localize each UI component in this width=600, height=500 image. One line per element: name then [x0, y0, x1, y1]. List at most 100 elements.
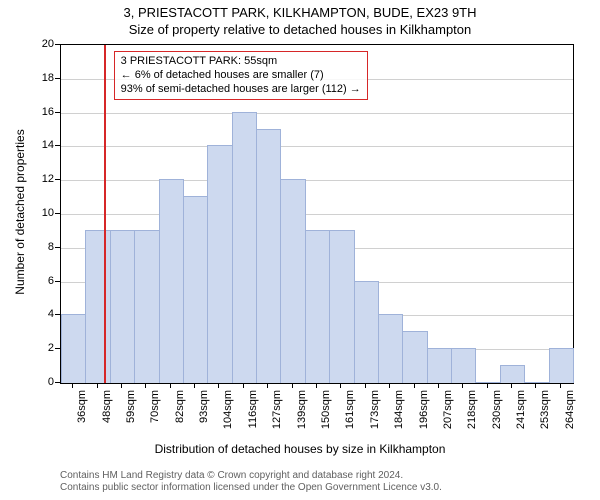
x-tick-label: 139sqm: [296, 390, 308, 440]
y-tick-label: 16: [0, 106, 54, 118]
x-axis-label: Distribution of detached houses by size …: [0, 442, 600, 456]
y-tick-label: 18: [0, 72, 54, 84]
y-tick-mark: [55, 44, 60, 45]
histogram-bar: [378, 314, 403, 383]
annotation-line: ← 6% of detached houses are smaller (7): [121, 69, 361, 83]
histogram-bar: [500, 365, 525, 383]
histogram-bar: [183, 196, 208, 383]
x-tick-mark: [72, 383, 73, 388]
histogram-bar: [451, 348, 476, 383]
histogram-bar: [475, 382, 500, 383]
y-tick-mark: [55, 281, 60, 282]
x-tick-mark: [218, 383, 219, 388]
y-tick-label: 0: [0, 376, 54, 388]
y-tick-mark: [55, 78, 60, 79]
histogram-bar: [61, 314, 86, 383]
y-tick-mark: [55, 112, 60, 113]
chart-title: 3, PRIESTACOTT PARK, KILKHAMPTON, BUDE, …: [0, 5, 600, 20]
x-tick-label: 127sqm: [271, 390, 283, 440]
y-tick-mark: [55, 145, 60, 146]
caption-line-1: Contains HM Land Registry data © Crown c…: [60, 470, 442, 482]
y-tick-label: 12: [0, 173, 54, 185]
y-tick-label: 2: [0, 342, 54, 354]
histogram-bar: [354, 281, 379, 383]
histogram-bar: [256, 129, 281, 384]
x-tick-mark: [292, 383, 293, 388]
x-tick-label: 253sqm: [539, 390, 551, 440]
x-tick-mark: [535, 383, 536, 388]
y-axis-label: Number of detached properties: [13, 112, 27, 312]
x-tick-label: 264sqm: [564, 390, 576, 440]
x-tick-label: 230sqm: [491, 390, 503, 440]
x-tick-label: 173sqm: [369, 390, 381, 440]
x-tick-mark: [560, 383, 561, 388]
y-tick-label: 8: [0, 241, 54, 253]
x-tick-label: 82sqm: [174, 390, 186, 440]
x-tick-label: 241sqm: [515, 390, 527, 440]
x-tick-label: 70sqm: [149, 390, 161, 440]
histogram-bar: [524, 382, 549, 383]
x-tick-mark: [170, 383, 171, 388]
grid-line: [61, 214, 573, 215]
x-tick-label: 196sqm: [418, 390, 430, 440]
x-tick-mark: [414, 383, 415, 388]
y-tick-label: 4: [0, 308, 54, 320]
x-tick-mark: [243, 383, 244, 388]
x-tick-mark: [438, 383, 439, 388]
histogram-bar: [402, 331, 427, 383]
x-tick-mark: [487, 383, 488, 388]
x-tick-mark: [194, 383, 195, 388]
x-tick-label: 104sqm: [222, 390, 234, 440]
x-tick-mark: [340, 383, 341, 388]
x-tick-label: 218sqm: [466, 390, 478, 440]
plot-area: 3 PRIESTACOTT PARK: 55sqm← 6% of detache…: [60, 44, 574, 384]
x-tick-mark: [511, 383, 512, 388]
x-tick-label: 59sqm: [125, 390, 137, 440]
x-tick-mark: [121, 383, 122, 388]
x-tick-mark: [389, 383, 390, 388]
x-tick-mark: [97, 383, 98, 388]
x-tick-label: 116sqm: [247, 390, 259, 440]
x-tick-mark: [462, 383, 463, 388]
histogram-bar: [159, 179, 184, 383]
y-tick-label: 14: [0, 139, 54, 151]
chart-subtitle: Size of property relative to detached ho…: [0, 22, 600, 37]
annotation-line: 3 PRIESTACOTT PARK: 55sqm: [121, 55, 361, 69]
y-tick-mark: [55, 247, 60, 248]
x-tick-label: 207sqm: [442, 390, 454, 440]
histogram-bar: [329, 230, 354, 383]
property-marker-line: [104, 45, 106, 383]
source-caption: Contains HM Land Registry data © Crown c…: [60, 470, 442, 494]
x-tick-label: 93sqm: [198, 390, 210, 440]
x-tick-label: 36sqm: [76, 390, 88, 440]
histogram-bar: [85, 230, 110, 383]
histogram-bar: [134, 230, 159, 383]
x-tick-label: 184sqm: [393, 390, 405, 440]
histogram-bar: [427, 348, 452, 383]
x-tick-mark: [145, 383, 146, 388]
y-tick-mark: [55, 382, 60, 383]
x-tick-mark: [365, 383, 366, 388]
y-tick-mark: [55, 179, 60, 180]
histogram-bar: [549, 348, 574, 383]
y-tick-label: 20: [0, 38, 54, 50]
y-tick-mark: [55, 213, 60, 214]
y-tick-label: 6: [0, 275, 54, 287]
grid-line: [61, 180, 573, 181]
x-tick-label: 48sqm: [101, 390, 113, 440]
y-tick-mark: [55, 348, 60, 349]
histogram-bar: [110, 230, 135, 383]
y-tick-label: 10: [0, 207, 54, 219]
caption-line-2: Contains public sector information licen…: [60, 482, 442, 494]
chart-figure: 3, PRIESTACOTT PARK, KILKHAMPTON, BUDE, …: [0, 0, 600, 500]
x-tick-mark: [267, 383, 268, 388]
grid-line: [61, 146, 573, 147]
histogram-bar: [280, 179, 305, 383]
histogram-bar: [232, 112, 257, 383]
x-tick-label: 161sqm: [344, 390, 356, 440]
x-tick-label: 150sqm: [320, 390, 332, 440]
histogram-bar: [207, 145, 232, 383]
histogram-bar: [305, 230, 330, 383]
annotation-box: 3 PRIESTACOTT PARK: 55sqm← 6% of detache…: [114, 51, 368, 100]
x-tick-mark: [316, 383, 317, 388]
